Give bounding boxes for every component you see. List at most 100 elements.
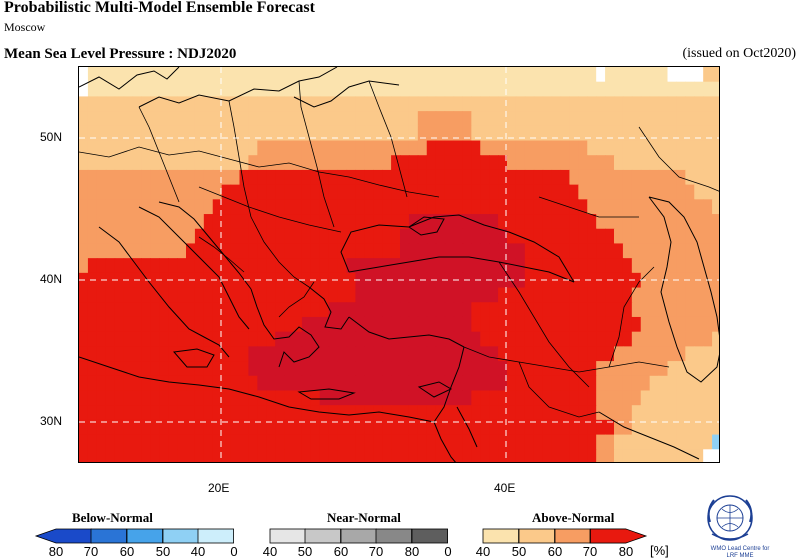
map-cell (203, 243, 214, 259)
map-cell (408, 346, 419, 362)
map-cell (480, 125, 490, 142)
map-cell (230, 140, 241, 156)
map-cell (408, 302, 419, 318)
map-cell (471, 419, 481, 436)
map-cell (462, 214, 472, 230)
map-cell (266, 434, 276, 450)
map-cell (328, 346, 339, 362)
map-cell (212, 199, 223, 215)
map-cell (337, 287, 348, 303)
map-cell (275, 111, 285, 127)
map-cell (301, 361, 312, 377)
map-cell (114, 243, 125, 259)
map-cell (489, 316, 499, 333)
map-cell (408, 228, 419, 245)
map-cell (221, 140, 232, 156)
map-cell (186, 361, 196, 377)
map-cell (400, 302, 410, 318)
map-cell (212, 449, 223, 462)
map-cell (328, 155, 339, 171)
map-cell (712, 331, 719, 347)
map-cell (542, 302, 553, 318)
map-cell (542, 390, 553, 406)
map-cell (391, 125, 401, 142)
legend-tick: 70 (368, 544, 384, 559)
map-cell (310, 228, 321, 245)
map-cell (596, 375, 606, 392)
map-cell (507, 81, 517, 97)
map-cell (391, 96, 401, 112)
map-cell (96, 169, 107, 186)
map-cell (631, 228, 642, 245)
map-cell (605, 287, 615, 303)
map-cell (667, 184, 678, 200)
map-cell (186, 228, 196, 245)
map-cell (560, 243, 571, 259)
map-cell (614, 81, 624, 97)
map-cell (212, 243, 223, 259)
map-cell (123, 96, 134, 112)
map-cell (435, 331, 446, 347)
map-cell (177, 346, 187, 362)
map-cell (614, 125, 624, 142)
map-cell (694, 390, 704, 406)
map-cell (400, 243, 410, 259)
map-cell (498, 405, 508, 421)
map-cell (337, 434, 348, 450)
turkey-north-coast (348, 256, 575, 283)
caspian-sea (648, 196, 719, 383)
map-cell (542, 96, 553, 112)
map-cell (515, 316, 526, 333)
map-cell (400, 67, 410, 83)
map-cell (275, 434, 285, 450)
map-cell (658, 390, 669, 406)
map-cell (471, 316, 481, 333)
map-cell (239, 67, 250, 83)
legend-tick: 40 (475, 544, 491, 559)
map-cell (498, 81, 508, 97)
map-cell (676, 375, 686, 392)
map-cell (667, 287, 678, 303)
map-cell (266, 214, 276, 230)
map-cell (301, 449, 312, 462)
map-cell (578, 302, 588, 318)
legend-near-normal-label: Near-Normal (327, 510, 401, 525)
map-cell (132, 302, 143, 318)
map-cell (444, 96, 455, 112)
map-cell (355, 111, 365, 127)
map-cell (712, 258, 719, 274)
lat-label-50n: 50N (40, 130, 63, 144)
map-cell (275, 169, 285, 186)
map-cell (328, 125, 339, 142)
legend-swatch (411, 528, 448, 544)
map-cell (310, 199, 321, 215)
map-cell (631, 96, 642, 112)
map-cell (551, 375, 562, 392)
map-cell (480, 96, 490, 112)
map-cell (159, 331, 169, 347)
map-cell (194, 67, 205, 83)
map-cell (364, 258, 374, 274)
map-cell (408, 272, 419, 289)
map-cell (480, 375, 490, 392)
map-cell (221, 405, 232, 421)
map-cell (177, 169, 187, 186)
map-cell (578, 228, 588, 245)
map-cell (328, 375, 339, 392)
map-cell (275, 287, 285, 303)
map-cell (489, 258, 499, 274)
map-cell (524, 81, 535, 97)
map-cell (114, 302, 125, 318)
map-cell (694, 361, 704, 377)
map-cell (293, 434, 303, 450)
map-cell (177, 155, 187, 171)
map-cell (408, 287, 419, 303)
map-cell (596, 449, 606, 462)
map-cell (364, 272, 374, 289)
borders (79, 80, 719, 418)
map-cell (498, 346, 508, 362)
map-cell (141, 96, 151, 112)
map-cell (703, 140, 713, 156)
map-cell (551, 184, 562, 200)
map-cell (694, 125, 704, 142)
